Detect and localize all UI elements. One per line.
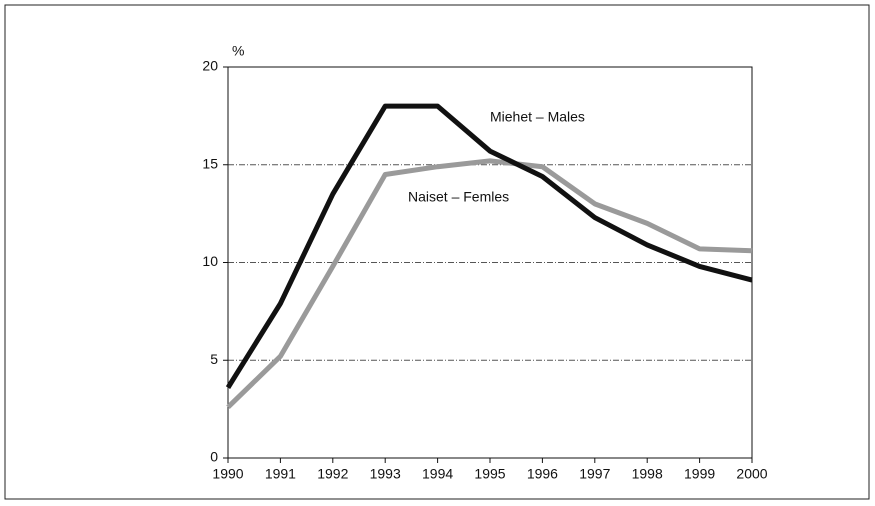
x-tick-label: 1994 [422, 466, 453, 482]
series-line [225, 103, 753, 389]
y-tick-label: 15 [202, 155, 218, 171]
series-label: Naiset – Femles [408, 189, 509, 205]
x-tick-label: 1995 [474, 466, 505, 482]
x-tick-label: 1999 [684, 466, 715, 482]
x-tick-label: 1993 [370, 466, 401, 482]
y-tick-label: 10 [202, 253, 218, 269]
x-tick-label: 2000 [736, 466, 767, 482]
frame [4, 4, 870, 500]
x-tick-label: 1997 [579, 466, 610, 482]
series-line [226, 158, 753, 409]
x-tick-label: 1992 [317, 466, 348, 482]
x-tick-label: 1991 [265, 466, 296, 482]
y-tick-label: 5 [210, 351, 218, 367]
x-tick-label: 1990 [212, 466, 243, 482]
y-unit-label: % [232, 43, 244, 59]
y-tick-label: 0 [210, 449, 218, 465]
y-tick-label: 20 [202, 58, 218, 74]
x-tick-label: 1998 [632, 466, 663, 482]
x-tick-label: 1996 [527, 466, 558, 482]
series-label: Miehet – Males [490, 109, 585, 125]
